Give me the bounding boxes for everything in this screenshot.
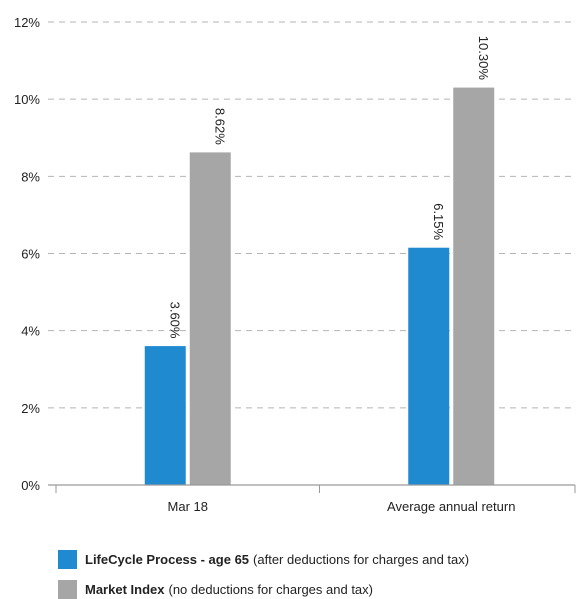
y-tick-label: 6% [21, 247, 40, 262]
legend-name-lifecycle: LifeCycle Process - age 65 [85, 552, 250, 567]
gridlines [48, 21, 575, 409]
bar-lifecycle-1 [408, 247, 450, 485]
y-tick-label: 2% [21, 401, 40, 416]
legend-item-lifecycle: LifeCycle Process - age 65 (after deduct… [58, 550, 469, 569]
bar-lifecycle-0 [144, 346, 186, 485]
data-label: 8.62% [212, 108, 227, 145]
y-tick-label: 8% [21, 169, 40, 184]
bar-chart: 0% 2% 4% 6% 8% 10% 12% 3.60% 8.62% 6.15% 10.30% M… [14, 15, 576, 514]
bar-market-index-0 [189, 152, 231, 485]
legend-name-market-index: Market Index [85, 582, 165, 597]
x-axis: Mar 18 Average annual return [48, 484, 576, 514]
legend-note-lifecycle: (after deductions for charges and tax) [253, 552, 470, 567]
bar-market-index-1 [453, 87, 495, 485]
data-label: 6.15% [431, 203, 446, 240]
data-label: 3.60% [167, 302, 182, 339]
legend-note-market-index: (no deductions for charges and tax) [168, 582, 373, 597]
bars: 3.60% 8.62% 6.15% 10.30% [144, 36, 495, 485]
y-tick-label: 12% [14, 15, 40, 30]
y-tick-label: 4% [21, 324, 40, 339]
legend-item-market-index: Market Index (no deductions for charges … [58, 580, 373, 599]
legend-swatch-lifecycle [58, 550, 77, 569]
x-category-label: Average annual return [387, 499, 515, 514]
legend-swatch-market-index [58, 580, 77, 599]
y-tick-label: 10% [14, 92, 40, 107]
x-category-label: Mar 18 [168, 499, 208, 514]
data-label: 10.30% [476, 36, 491, 81]
y-axis-ticks: 0% 2% 4% 6% 8% 10% 12% [14, 15, 40, 493]
y-tick-label: 0% [21, 478, 40, 493]
